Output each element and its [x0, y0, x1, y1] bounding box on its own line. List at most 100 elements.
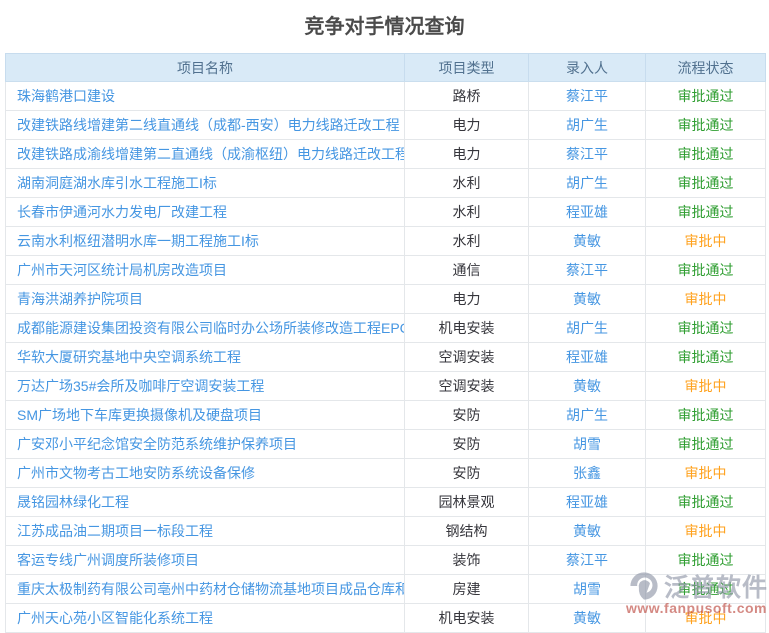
entry-person-link[interactable]: 胡雪: [528, 429, 646, 459]
entry-person-link[interactable]: 蔡江平: [528, 81, 646, 111]
entry-person-link[interactable]: 蔡江平: [528, 545, 646, 575]
project-name-link[interactable]: 华软大厦研究基地中央空调系统工程: [5, 342, 405, 372]
flow-status-cell: 审批通过: [645, 110, 766, 140]
project-type-cell: 装饰: [404, 545, 529, 575]
table-row: 广州市文物考古工地安防系统设备保修 安防 张鑫 审批中: [5, 458, 766, 488]
project-name-link[interactable]: 青海洪湖养护院项目: [5, 284, 405, 314]
table-row: SM广场地下车库更换摄像机及硬盘项目 安防 胡广生 审批通过: [5, 400, 766, 430]
project-type-cell: 通信: [404, 255, 529, 285]
entry-person-link[interactable]: 胡广生: [528, 313, 646, 343]
entry-person-link[interactable]: 胡广生: [528, 168, 646, 198]
project-name-link[interactable]: 晟铭园林绿化工程: [5, 487, 405, 517]
project-type-cell: 机电安装: [404, 603, 529, 633]
project-type-cell: 电力: [404, 139, 529, 169]
project-type-cell: 园林景观: [404, 487, 529, 517]
table-row: 成都能源建设集团投资有限公司临时办公场所装修改造工程EPC总承 机电安装 胡广生…: [5, 313, 766, 343]
project-name-link[interactable]: SM广场地下车库更换摄像机及硬盘项目: [5, 400, 405, 430]
page-title: 竞争对手情况查询: [304, 16, 465, 38]
competitor-query-table: 项目名称 项目类型 录入人 流程状态 珠海鹤港口建设 路桥 蔡江平 审批通过 改…: [5, 53, 766, 633]
flow-status-cell: 审批中: [645, 603, 766, 633]
project-name-link[interactable]: 长春市伊通河水力发电厂改建工程: [5, 197, 405, 227]
table-row: 青海洪湖养护院项目 电力 黄敏 审批中: [5, 284, 766, 314]
table-row: 珠海鹤港口建设 路桥 蔡江平 审批通过: [5, 81, 766, 111]
project-type-cell: 安防: [404, 400, 529, 430]
column-header-entry-person: 录入人: [528, 53, 646, 82]
project-name-link[interactable]: 万达广场35#会所及咖啡厅空调安装工程: [5, 371, 405, 401]
project-type-cell: 水利: [404, 226, 529, 256]
entry-person-link[interactable]: 胡广生: [528, 110, 646, 140]
table-header-row: 项目名称 项目类型 录入人 流程状态: [5, 53, 766, 82]
flow-status-cell: 审批通过: [645, 487, 766, 517]
flow-status-cell: 审批通过: [645, 429, 766, 459]
flow-status-cell: 审批通过: [645, 574, 766, 604]
entry-person-link[interactable]: 程亚雄: [528, 487, 646, 517]
flow-status-cell: 审批通过: [645, 168, 766, 198]
entry-person-link[interactable]: 黄敏: [528, 226, 646, 256]
project-type-cell: 安防: [404, 429, 529, 459]
entry-person-link[interactable]: 程亚雄: [528, 197, 646, 227]
project-type-cell: 钢结构: [404, 516, 529, 546]
flow-status-cell: 审批通过: [645, 197, 766, 227]
project-type-cell: 安防: [404, 458, 529, 488]
project-name-link[interactable]: 客运专线广州调度所装修项目: [5, 545, 405, 575]
project-name-link[interactable]: 改建铁路线增建第二线直通线（成都-西安）电力线路迁改工程: [5, 110, 405, 140]
project-name-link[interactable]: 改建铁路成渝线增建第二直通线（成渝枢纽）电力线路迁改工程: [5, 139, 405, 169]
flow-status-cell: 审批中: [645, 516, 766, 546]
project-name-link[interactable]: 珠海鹤港口建设: [5, 81, 405, 111]
flow-status-cell: 审批通过: [645, 81, 766, 111]
table-row: 云南水利枢纽潜明水库一期工程施工I标 水利 黄敏 审批中: [5, 226, 766, 256]
table-row: 广州天心苑小区智能化系统工程 机电安装 黄敏 审批中: [5, 603, 766, 633]
table-row: 华软大厦研究基地中央空调系统工程 空调安装 程亚雄 审批通过: [5, 342, 766, 372]
entry-person-link[interactable]: 黄敏: [528, 371, 646, 401]
entry-person-link[interactable]: 蔡江平: [528, 139, 646, 169]
table-row: 万达广场35#会所及咖啡厅空调安装工程 空调安装 黄敏 审批中: [5, 371, 766, 401]
project-name-link[interactable]: 重庆太极制药有限公司亳州中药材仓储物流基地项目成品仓库和设备: [5, 574, 405, 604]
table-row: 客运专线广州调度所装修项目 装饰 蔡江平 审批通过: [5, 545, 766, 575]
flow-status-cell: 审批通过: [645, 342, 766, 372]
column-header-project-name: 项目名称: [5, 53, 405, 82]
project-type-cell: 电力: [404, 110, 529, 140]
project-type-cell: 路桥: [404, 81, 529, 111]
project-name-link[interactable]: 广州天心苑小区智能化系统工程: [5, 603, 405, 633]
entry-person-link[interactable]: 黄敏: [528, 603, 646, 633]
column-header-flow-status: 流程状态: [645, 53, 766, 82]
project-name-link[interactable]: 江苏成品油二期项目一标段工程: [5, 516, 405, 546]
table-row: 晟铭园林绿化工程 园林景观 程亚雄 审批通过: [5, 487, 766, 517]
flow-status-cell: 审批通过: [645, 139, 766, 169]
flow-status-cell: 审批通过: [645, 400, 766, 430]
entry-person-link[interactable]: 黄敏: [528, 516, 646, 546]
flow-status-cell: 审批通过: [645, 255, 766, 285]
project-name-link[interactable]: 广州市天河区统计局机房改造项目: [5, 255, 405, 285]
project-type-cell: 电力: [404, 284, 529, 314]
table-row: 重庆太极制药有限公司亳州中药材仓储物流基地项目成品仓库和设备 房建 胡雪 审批通…: [5, 574, 766, 604]
flow-status-cell: 审批中: [645, 284, 766, 314]
project-type-cell: 房建: [404, 574, 529, 604]
table-row: 长春市伊通河水力发电厂改建工程 水利 程亚雄 审批通过: [5, 197, 766, 227]
entry-person-link[interactable]: 张鑫: [528, 458, 646, 488]
project-name-link[interactable]: 成都能源建设集团投资有限公司临时办公场所装修改造工程EPC总承: [5, 313, 405, 343]
entry-person-link[interactable]: 蔡江平: [528, 255, 646, 285]
project-type-cell: 空调安装: [404, 342, 529, 372]
project-type-cell: 水利: [404, 197, 529, 227]
flow-status-cell: 审批中: [645, 371, 766, 401]
project-type-cell: 水利: [404, 168, 529, 198]
table-row: 广安邓小平纪念馆安全防范系统维护保养项目 安防 胡雪 审批通过: [5, 429, 766, 459]
column-header-project-type: 项目类型: [404, 53, 529, 82]
table-row: 改建铁路成渝线增建第二直通线（成渝枢纽）电力线路迁改工程 电力 蔡江平 审批通过: [5, 139, 766, 169]
project-name-link[interactable]: 湖南洞庭湖水库引水工程施工I标: [5, 168, 405, 198]
flow-status-cell: 审批中: [645, 226, 766, 256]
table-row: 广州市天河区统计局机房改造项目 通信 蔡江平 审批通过: [5, 255, 766, 285]
entry-person-link[interactable]: 胡雪: [528, 574, 646, 604]
entry-person-link[interactable]: 程亚雄: [528, 342, 646, 372]
entry-person-link[interactable]: 胡广生: [528, 400, 646, 430]
project-name-link[interactable]: 广安邓小平纪念馆安全防范系统维护保养项目: [5, 429, 405, 459]
project-type-cell: 机电安装: [404, 313, 529, 343]
flow-status-cell: 审批中: [645, 458, 766, 488]
table-row: 改建铁路线增建第二线直通线（成都-西安）电力线路迁改工程 电力 胡广生 审批通过: [5, 110, 766, 140]
flow-status-cell: 审批通过: [645, 545, 766, 575]
project-name-link[interactable]: 广州市文物考古工地安防系统设备保修: [5, 458, 405, 488]
project-name-link[interactable]: 云南水利枢纽潜明水库一期工程施工I标: [5, 226, 405, 256]
table-row: 江苏成品油二期项目一标段工程 钢结构 黄敏 审批中: [5, 516, 766, 546]
table-row: 湖南洞庭湖水库引水工程施工I标 水利 胡广生 审批通过: [5, 168, 766, 198]
entry-person-link[interactable]: 黄敏: [528, 284, 646, 314]
